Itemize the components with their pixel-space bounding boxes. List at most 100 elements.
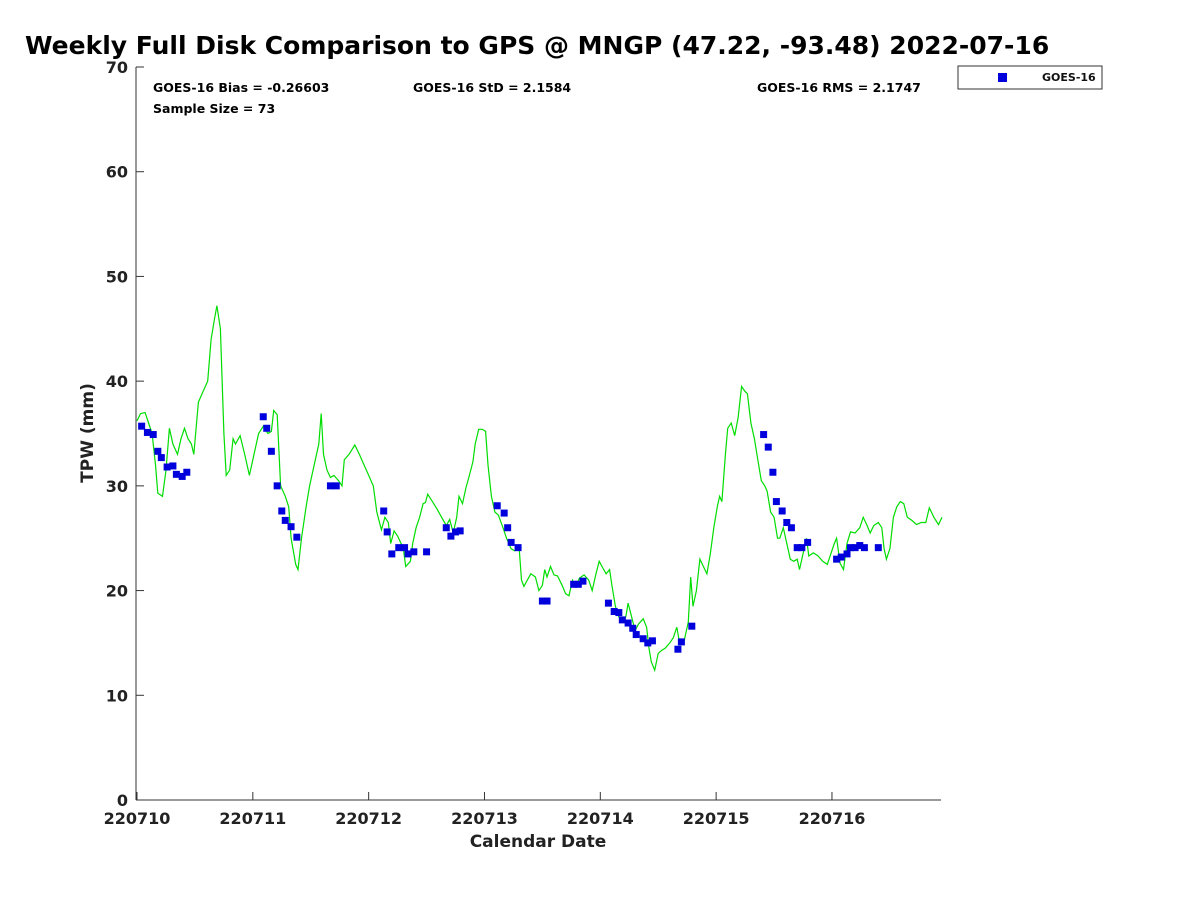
x-tick-label: 220715 — [683, 809, 750, 828]
goes16-point — [154, 447, 162, 455]
goes16-point — [798, 544, 806, 552]
sample-size-stat: Sample Size = 73 — [153, 101, 275, 116]
goes16-point — [267, 447, 275, 455]
y-ticks: 0 10 20 30 40 50 60 70 — [106, 58, 144, 810]
goes16-point — [793, 544, 801, 552]
goes16-point — [538, 597, 546, 605]
goes16-point — [833, 555, 841, 563]
goes16-point — [677, 638, 685, 646]
goes16-point — [172, 470, 180, 478]
goes16-point — [514, 544, 522, 552]
goes16-point — [442, 524, 450, 532]
goes16-point — [507, 538, 515, 546]
y-tick-label: 20 — [106, 582, 128, 601]
goes16-point — [778, 507, 786, 515]
goes16-point — [447, 532, 455, 540]
goes16-point — [688, 622, 696, 630]
goes16-point — [674, 645, 682, 653]
goes16-point — [143, 428, 151, 436]
y-tick-label: 30 — [106, 477, 128, 496]
goes16-point — [632, 631, 640, 639]
goes16-point — [846, 544, 854, 552]
plot-area — [136, 305, 943, 673]
goes16-point — [452, 528, 460, 536]
goes16-point — [493, 502, 501, 510]
goes16-point — [163, 463, 171, 471]
goes16-point — [380, 507, 388, 515]
legend-box — [957, 65, 1103, 90]
goes16-point — [383, 528, 391, 536]
goes16-point — [178, 472, 186, 480]
goes16-point — [570, 580, 578, 588]
x-ticks: 220710 220711 220712 220713 220714 220715 2207… — [104, 792, 866, 828]
std-stat: GOES-16 StD = 2.1584 — [413, 80, 571, 95]
goes16-point — [618, 616, 626, 624]
x-tick-label: 220714 — [567, 809, 634, 828]
goes16-point — [287, 523, 295, 531]
goes16-point — [644, 639, 652, 647]
goes16-point — [332, 482, 340, 490]
goes16-point — [639, 635, 647, 643]
goes16-point — [574, 580, 582, 588]
goes16-point — [610, 608, 618, 616]
x-axis-label: Calendar Date — [470, 832, 607, 852]
goes16-point — [804, 538, 812, 546]
x-tick-label: 220716 — [799, 809, 866, 828]
x-tick-label: 220710 — [104, 809, 171, 828]
x-tick-label: 220712 — [335, 809, 402, 828]
goes16-point — [772, 498, 780, 506]
goes16-point — [856, 542, 864, 550]
y-axis-label: TPW (mm) — [78, 383, 98, 483]
legend: GOES-16 — [957, 65, 1103, 90]
goes16-point — [263, 424, 271, 432]
legend-marker-goes16 — [998, 73, 1007, 82]
goes16-point — [169, 462, 177, 470]
x-tick-label: 220711 — [219, 809, 286, 828]
goes16-point — [615, 609, 623, 617]
goes16-point — [837, 553, 845, 561]
goes16-point — [760, 431, 768, 439]
x-tick-label: 220713 — [451, 809, 518, 828]
goes16-point — [851, 544, 859, 552]
legend-label-goes16: GOES-16 — [1042, 71, 1096, 84]
goes16-point — [423, 548, 431, 556]
goes16-point — [543, 597, 551, 605]
y-tick-label: 10 — [106, 686, 128, 705]
y-tick-label: 70 — [106, 58, 128, 77]
goes16-point — [273, 482, 281, 490]
goes16-point — [149, 431, 157, 439]
bias-stat: GOES-16 Bias = -0.26603 — [153, 80, 329, 95]
goes16-point — [157, 454, 165, 462]
goes16-point — [326, 482, 334, 490]
goes16-point — [769, 468, 777, 476]
goes16-point — [874, 544, 882, 552]
goes16-point — [500, 509, 508, 517]
y-tick-label: 60 — [106, 163, 128, 182]
y-tick-label: 40 — [106, 372, 128, 391]
goes16-point — [860, 544, 868, 552]
gps-series-line — [136, 305, 943, 673]
goes16-point — [456, 527, 464, 535]
goes16-point — [504, 524, 512, 532]
goes16-point — [278, 507, 286, 515]
goes16-point — [843, 550, 851, 558]
goes16-point — [293, 533, 301, 541]
goes16-point — [404, 550, 412, 558]
goes16-point — [783, 519, 791, 527]
y-tick-label: 0 — [117, 791, 128, 810]
goes16-point — [787, 524, 795, 532]
goes16-point — [604, 599, 612, 607]
goes16-point — [410, 548, 418, 556]
goes16-point — [624, 619, 632, 627]
goes16-point — [138, 422, 146, 430]
goes16-point — [259, 413, 267, 421]
chart-title: Weekly Full Disk Comparison to GPS @ MNG… — [25, 31, 1049, 60]
goes16-point — [764, 443, 772, 451]
goes16-point — [579, 577, 587, 585]
goes16-point — [648, 637, 656, 645]
axes — [135, 67, 941, 801]
goes16-point — [401, 544, 409, 552]
y-tick-label: 50 — [106, 267, 128, 286]
goes16-point — [281, 516, 289, 524]
